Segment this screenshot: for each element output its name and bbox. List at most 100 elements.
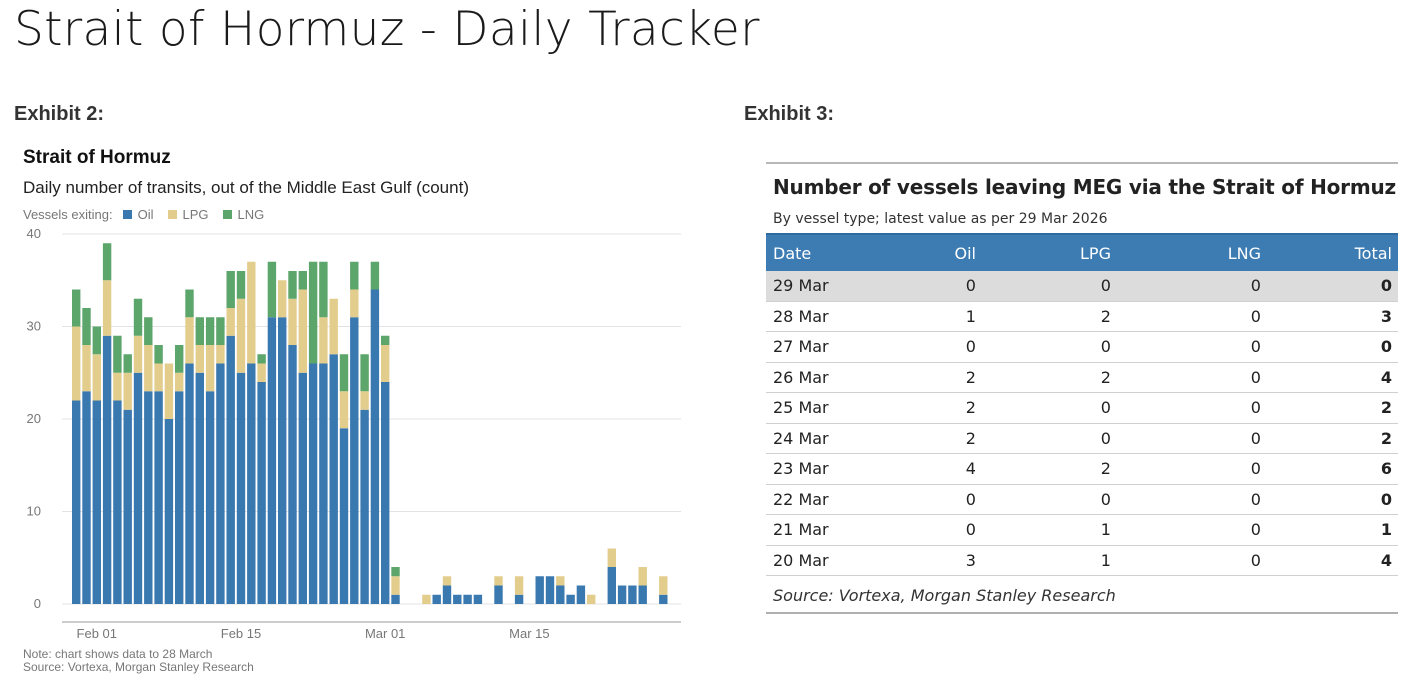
cell-date: 27 Mar bbox=[766, 331, 880, 363]
legend-label-lng: LNG bbox=[237, 207, 265, 222]
bar-oil bbox=[432, 594, 441, 604]
cell-lpg: 2 bbox=[1014, 453, 1165, 485]
bar-lng bbox=[360, 354, 369, 392]
bar-oil bbox=[370, 289, 380, 604]
cell-lng: 0 bbox=[1164, 484, 1316, 515]
table-row: 26 Mar 2 2 0 4 bbox=[766, 362, 1398, 393]
bar-lng bbox=[113, 335, 122, 373]
cell-date: 24 Mar bbox=[766, 423, 880, 454]
bar-oil bbox=[514, 594, 524, 604]
bar-oil bbox=[154, 391, 163, 604]
bar-lng bbox=[226, 271, 235, 308]
cell-date: 25 Mar bbox=[766, 392, 880, 424]
bar-lpg bbox=[360, 391, 369, 410]
cell-oil: 2 bbox=[879, 362, 1015, 393]
cell-total: 0 bbox=[1315, 271, 1398, 302]
bar-oil bbox=[278, 317, 287, 604]
x-tick-label: Mar 15 bbox=[509, 626, 549, 641]
bar-lng bbox=[298, 271, 307, 290]
cell-date: 22 Mar bbox=[766, 484, 880, 515]
chart-plot-area: 0 10 20 30 40 Feb 01 Feb 15 Mar 01 Mar 15 bbox=[27, 226, 681, 641]
cell-total: 3 bbox=[1315, 301, 1398, 332]
bar-lng bbox=[381, 335, 390, 345]
bar-lng bbox=[350, 261, 359, 290]
cell-lpg: 0 bbox=[1014, 331, 1165, 363]
bar-oil bbox=[638, 585, 647, 604]
chart-title: Strait of Hormuz bbox=[23, 147, 171, 168]
bar-lng bbox=[319, 261, 328, 318]
bar-lng bbox=[308, 261, 318, 364]
bar-lpg bbox=[607, 548, 616, 567]
bar-lpg bbox=[514, 576, 524, 595]
bar-oil bbox=[267, 317, 277, 604]
cell-oil: 1 bbox=[879, 301, 1015, 332]
bar-lng bbox=[185, 289, 194, 318]
col-header-total: Total bbox=[1315, 233, 1398, 271]
cell-total: 4 bbox=[1315, 545, 1398, 576]
chart-subtitle: Daily number of transits, out of the Mid… bbox=[23, 178, 469, 197]
bar-oil bbox=[185, 363, 194, 604]
chart-legend: Vessels exiting: Oil LPG LNG bbox=[23, 207, 264, 222]
bar-lpg bbox=[278, 280, 287, 318]
bar-oil bbox=[216, 363, 225, 604]
y-tick-label: 0 bbox=[34, 596, 41, 611]
chart-notes: Note: chart shows data to 28 March Sourc… bbox=[23, 648, 254, 674]
bar-lpg bbox=[556, 576, 565, 586]
table-row: 27 Mar 0 0 0 0 bbox=[766, 331, 1398, 363]
bar-lpg bbox=[319, 317, 328, 364]
table-row: 24 Mar 2 0 0 2 bbox=[766, 423, 1398, 454]
table-row: 28 Mar 1 2 0 3 bbox=[766, 301, 1398, 332]
bar-oil bbox=[144, 391, 153, 604]
legend-label-oil: Oil bbox=[137, 207, 154, 222]
cell-total: 2 bbox=[1315, 392, 1398, 424]
bar-oil bbox=[473, 594, 483, 604]
cell-lng: 0 bbox=[1164, 423, 1316, 454]
cell-oil: 0 bbox=[879, 514, 1015, 546]
bar-lpg bbox=[144, 345, 153, 392]
y-tick-label: 20 bbox=[27, 411, 41, 426]
cell-lpg: 0 bbox=[1014, 484, 1165, 515]
bar-oil bbox=[72, 400, 81, 604]
cell-lng: 0 bbox=[1164, 271, 1316, 302]
bar-lng bbox=[216, 317, 225, 345]
cell-total: 1 bbox=[1315, 514, 1398, 546]
bar-lpg bbox=[659, 576, 668, 595]
bar-lpg bbox=[154, 363, 163, 392]
bar-lng bbox=[102, 243, 112, 281]
bar-oil bbox=[566, 594, 575, 604]
cell-lng: 0 bbox=[1164, 362, 1316, 393]
col-header-oil: Oil bbox=[879, 233, 1015, 271]
bar-lpg bbox=[587, 594, 596, 604]
bar-lpg bbox=[247, 261, 256, 364]
bar-oil bbox=[102, 335, 112, 604]
bar-lpg bbox=[113, 372, 122, 401]
bar-oil bbox=[133, 372, 143, 604]
bar-oil bbox=[617, 585, 627, 604]
bar-oil bbox=[92, 400, 101, 604]
bar-oil bbox=[442, 585, 452, 604]
bar-oil bbox=[453, 594, 462, 604]
col-header-lpg: LPG bbox=[1014, 233, 1165, 271]
bar-lpg bbox=[123, 372, 132, 410]
bar-oil bbox=[545, 576, 555, 604]
bar-lpg bbox=[164, 363, 174, 419]
cell-lng: 0 bbox=[1164, 545, 1316, 576]
cell-oil: 4 bbox=[879, 453, 1015, 485]
table-row: 22 Mar 0 0 0 0 bbox=[766, 484, 1398, 515]
cell-oil: 2 bbox=[879, 423, 1015, 454]
cell-oil: 0 bbox=[879, 331, 1015, 363]
table-subtitle: By vessel type; latest value as per 29 M… bbox=[773, 211, 1108, 227]
bar-oil bbox=[319, 363, 328, 604]
cell-lng: 0 bbox=[1164, 514, 1316, 546]
cell-oil: 0 bbox=[879, 271, 1015, 302]
cell-total: 0 bbox=[1315, 331, 1398, 363]
exhibit-3-label: Exhibit 3: bbox=[744, 103, 835, 125]
bar-oil bbox=[82, 391, 91, 604]
cell-oil: 3 bbox=[879, 545, 1015, 576]
col-header-date: Date bbox=[766, 233, 880, 271]
bar-lpg bbox=[288, 298, 297, 345]
chart-source: Source: Vortexa, Morgan Stanley Research bbox=[23, 660, 254, 674]
bar-oil bbox=[288, 345, 297, 604]
cell-lng: 0 bbox=[1164, 453, 1316, 485]
cell-lpg: 0 bbox=[1014, 271, 1165, 302]
